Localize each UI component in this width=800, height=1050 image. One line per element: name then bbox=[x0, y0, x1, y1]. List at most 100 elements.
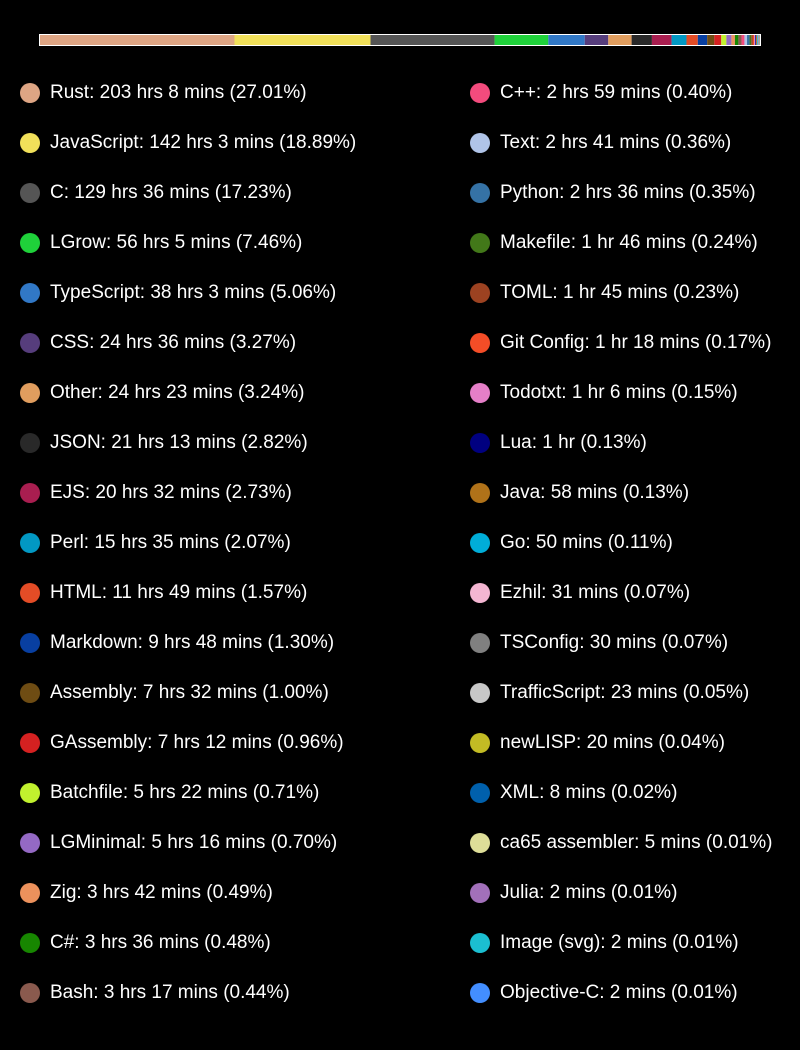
legend-item: TOML: 1 hr 45 mins (0.23%) bbox=[470, 280, 772, 330]
legend-swatch bbox=[20, 433, 40, 453]
legend-item: C: 129 hrs 36 mins (17.23%) bbox=[20, 180, 356, 230]
legend-swatch bbox=[20, 633, 40, 653]
legend-item: newLISP: 20 mins (0.04%) bbox=[470, 730, 772, 780]
legend-label: Ezhil: 31 mins (0.07%) bbox=[500, 582, 691, 603]
legend-label: JSON: 21 hrs 13 mins (2.82%) bbox=[50, 432, 308, 453]
legend-item: Objective-C: 2 mins (0.01%) bbox=[470, 980, 772, 1030]
legend-item: Ezhil: 31 mins (0.07%) bbox=[470, 580, 772, 630]
legend-label: CSS: 24 hrs 36 mins (3.27%) bbox=[50, 332, 297, 353]
legend-swatch bbox=[20, 533, 40, 553]
legend-item: Makefile: 1 hr 46 mins (0.24%) bbox=[470, 230, 772, 280]
legend-item: Lua: 1 hr (0.13%) bbox=[470, 430, 772, 480]
legend-swatch bbox=[20, 983, 40, 1003]
legend-swatch bbox=[20, 283, 40, 303]
legend-swatch bbox=[470, 183, 490, 203]
bar-segment-markdown bbox=[697, 35, 708, 45]
legend-swatch bbox=[470, 483, 490, 503]
legend-label: C: 129 hrs 36 mins (17.23%) bbox=[50, 182, 292, 203]
legend-label: TypeScript: 38 hrs 3 mins (5.06%) bbox=[50, 282, 337, 303]
legend-label: Text: 2 hrs 41 mins (0.36%) bbox=[500, 132, 732, 153]
legend-item: LGrow: 56 hrs 5 mins (7.46%) bbox=[20, 230, 356, 280]
bar-segment-text bbox=[744, 35, 748, 45]
legend-swatch bbox=[20, 883, 40, 903]
bar-segment-json bbox=[631, 35, 652, 45]
legend-label: LGMinimal: 5 hrs 16 mins (0.70%) bbox=[50, 832, 338, 853]
legend-item: C#: 3 hrs 36 mins (0.48%) bbox=[20, 930, 356, 980]
bar-segment-makefile bbox=[749, 35, 752, 45]
legend-item: GAssembly: 7 hrs 12 mins (0.96%) bbox=[20, 730, 356, 780]
legend-item: JavaScript: 142 hrs 3 mins (18.89%) bbox=[20, 130, 356, 180]
legend-label: JavaScript: 142 hrs 3 mins (18.89%) bbox=[50, 132, 357, 153]
legend-item: ca65 assembler: 5 mins (0.01%) bbox=[470, 830, 772, 880]
legend-label: C#: 3 hrs 36 mins (0.48%) bbox=[50, 932, 271, 953]
bar-segment-perl bbox=[671, 35, 687, 45]
legend-label: ca65 assembler: 5 mins (0.01%) bbox=[500, 832, 773, 853]
legend-label: Todotxt: 1 hr 6 mins (0.15%) bbox=[500, 382, 738, 403]
legend-swatch bbox=[20, 83, 40, 103]
legend-item: TrafficScript: 23 mins (0.05%) bbox=[470, 680, 772, 730]
legend-swatch bbox=[470, 533, 490, 553]
legend-swatch bbox=[470, 983, 490, 1003]
legend-swatch bbox=[20, 833, 40, 853]
legend-item: EJS: 20 hrs 32 mins (2.73%) bbox=[20, 480, 356, 530]
legend-item: CSS: 24 hrs 36 mins (3.27%) bbox=[20, 330, 356, 380]
legend-label: Markdown: 9 hrs 48 mins (1.30%) bbox=[50, 632, 335, 653]
legend-label: TrafficScript: 23 mins (0.05%) bbox=[500, 682, 750, 703]
bar-segment-tsconfig bbox=[758, 35, 760, 45]
legend-label: C++: 2 hrs 59 mins (0.40%) bbox=[500, 82, 733, 103]
legend-label: Perl: 15 hrs 35 mins (2.07%) bbox=[50, 532, 291, 553]
bar-segment-assembly bbox=[707, 35, 715, 45]
legend-label: Java: 58 mins (0.13%) bbox=[500, 482, 690, 503]
legend-item: Other: 24 hrs 23 mins (3.24%) bbox=[20, 380, 356, 430]
legend-swatch bbox=[470, 233, 490, 253]
legend-label: Julia: 2 mins (0.01%) bbox=[500, 882, 678, 903]
legend-swatch bbox=[470, 333, 490, 353]
legend-label: Rust: 203 hrs 8 mins (27.01%) bbox=[50, 82, 307, 103]
legend-label: XML: 8 mins (0.02%) bbox=[500, 782, 678, 803]
bar-segment-c- bbox=[734, 35, 739, 45]
legend-label: Zig: 3 hrs 42 mins (0.49%) bbox=[50, 882, 273, 903]
bar-segment-java bbox=[756, 35, 758, 45]
legend-item: LGMinimal: 5 hrs 16 mins (0.70%) bbox=[20, 830, 356, 880]
legend-item: HTML: 11 hrs 49 mins (1.57%) bbox=[20, 580, 356, 630]
legend-label: Other: 24 hrs 23 mins (3.24%) bbox=[50, 382, 305, 403]
legend-label: Bash: 3 hrs 17 mins (0.44%) bbox=[50, 982, 290, 1003]
legend-swatch bbox=[20, 783, 40, 803]
legend-swatch bbox=[470, 433, 490, 453]
legend-swatch bbox=[470, 783, 490, 803]
bar-segment-ezhil bbox=[757, 35, 759, 45]
legend-swatch bbox=[20, 933, 40, 953]
bar-segment-bash bbox=[738, 35, 742, 45]
legend-swatch bbox=[20, 683, 40, 703]
bar-segment-zig bbox=[731, 35, 735, 45]
legend-swatch bbox=[20, 383, 40, 403]
legend-swatch bbox=[470, 83, 490, 103]
legend-label: Python: 2 hrs 36 mins (0.35%) bbox=[500, 182, 756, 203]
legend-label: Objective-C: 2 mins (0.01%) bbox=[500, 982, 738, 1003]
legend-label: Assembly: 7 hrs 32 mins (1.00%) bbox=[50, 682, 329, 703]
bar-segment-javascript bbox=[234, 35, 371, 45]
bar-segment-c bbox=[370, 35, 495, 45]
legend-column-left: Rust: 203 hrs 8 mins (27.01%) JavaScript:… bbox=[20, 80, 356, 1030]
legend-item: Zig: 3 hrs 42 mins (0.49%) bbox=[20, 880, 356, 930]
legend-swatch bbox=[20, 583, 40, 603]
bar-segment-go bbox=[757, 35, 758, 45]
legend-swatch bbox=[20, 233, 40, 253]
legend-label: EJS: 20 hrs 32 mins (2.73%) bbox=[50, 482, 292, 503]
legend-swatch bbox=[20, 333, 40, 353]
legend-label: Makefile: 1 hr 46 mins (0.24%) bbox=[500, 232, 758, 253]
legend-label: Lua: 1 hr (0.13%) bbox=[500, 432, 647, 453]
legend-swatch bbox=[20, 183, 40, 203]
legend-item: TSConfig: 30 mins (0.07%) bbox=[470, 630, 772, 680]
legend-swatch bbox=[470, 133, 490, 153]
legend-label: HTML: 11 hrs 49 mins (1.57%) bbox=[50, 582, 308, 603]
legend-item: Text: 2 hrs 41 mins (0.36%) bbox=[470, 130, 772, 180]
bar-segment-lgrow bbox=[494, 35, 549, 45]
bar-segment-html bbox=[686, 35, 698, 45]
legend-swatch bbox=[470, 683, 490, 703]
bar-segment-lgminimal bbox=[726, 35, 732, 45]
bar-segment-objective-c bbox=[759, 35, 760, 45]
stacked-percentage-bar bbox=[39, 34, 761, 46]
legend-label: TOML: 1 hr 45 mins (0.23%) bbox=[500, 282, 740, 303]
legend-item: Perl: 15 hrs 35 mins (2.07%) bbox=[20, 530, 356, 580]
